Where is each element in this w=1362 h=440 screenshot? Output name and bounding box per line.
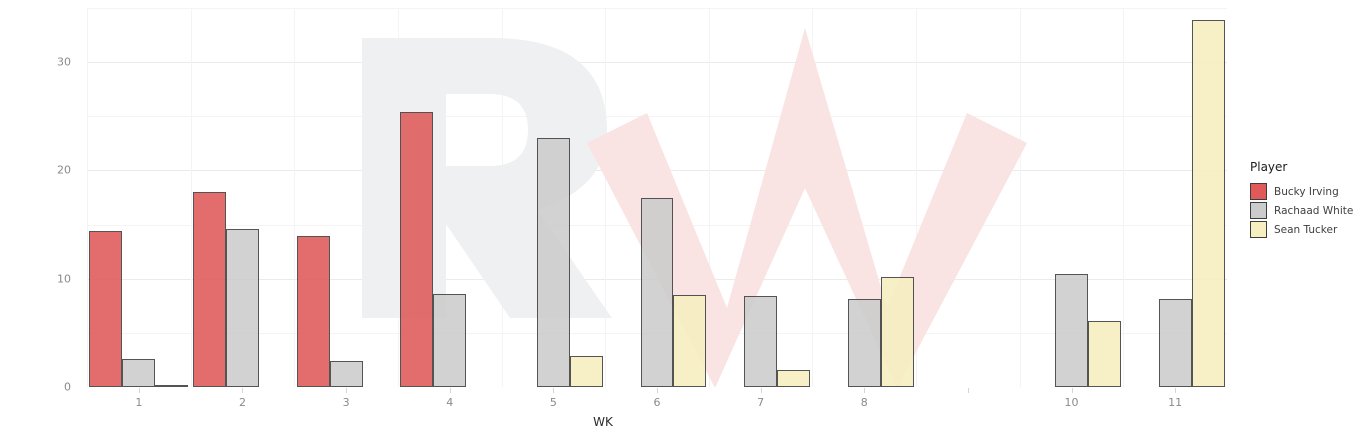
bar	[225, 228, 259, 387]
gridline-minor	[87, 116, 1227, 118]
legend-swatch-icon	[1250, 183, 1267, 200]
gridline-vertical	[708, 8, 710, 387]
legend-swatch-icon	[1250, 221, 1267, 238]
legend-item-label: Rachaad White	[1274, 204, 1354, 217]
gridline-vertical	[397, 8, 399, 387]
x-tick-label: 8	[860, 396, 868, 409]
x-tick-label: 2	[238, 396, 246, 409]
bar	[433, 293, 467, 387]
x-tick	[1175, 388, 1177, 393]
x-axis-title-label: WK	[593, 415, 613, 429]
bar	[1191, 19, 1225, 387]
bar	[1158, 299, 1192, 387]
legend-swatch-icon	[1250, 202, 1267, 219]
bar	[777, 369, 811, 387]
x-tick	[657, 388, 658, 393]
bar	[122, 358, 156, 387]
legend-item[interactable]: Sean Tucker	[1250, 220, 1362, 239]
bar	[296, 236, 330, 387]
y-tick-label: 0	[64, 380, 71, 394]
bar	[673, 294, 707, 387]
x-tick	[346, 388, 348, 393]
bar	[329, 361, 363, 387]
gridline-vertical	[605, 8, 607, 387]
x-axis-title: WK	[0, 415, 1362, 429]
bar	[744, 296, 778, 387]
bar	[400, 111, 434, 387]
x-tick	[864, 388, 866, 393]
y-tick-label: 10	[57, 272, 71, 286]
legend-item-label: Sean Tucker	[1274, 223, 1338, 236]
x-tick-label: 1	[135, 396, 143, 409]
gridline-vertical	[1019, 8, 1021, 387]
x-tick	[242, 388, 244, 393]
legend-items: Bucky Irving Rachaad White Sean Tucker	[1250, 182, 1362, 239]
gridline-vertical	[916, 8, 918, 387]
x-tick	[967, 388, 969, 393]
gridline-minor	[87, 8, 1227, 9]
x-tick	[760, 388, 762, 393]
x-tick	[553, 388, 555, 393]
x-tick-label: 10	[1064, 396, 1079, 409]
x-tick-label: 4	[446, 396, 454, 409]
y-axis-ticks: 0 10 20 30	[25, 0, 71, 440]
bar	[1088, 320, 1122, 387]
plot-panel	[87, 8, 1227, 387]
gridline-vertical	[190, 8, 192, 387]
gridline-major	[87, 170, 1227, 172]
x-tick	[1071, 388, 1073, 393]
gridline-vertical	[812, 8, 814, 387]
bar	[89, 231, 123, 387]
bar	[1055, 274, 1089, 387]
bar	[847, 299, 881, 387]
x-tick-label: 5	[549, 396, 557, 409]
y-tick-label: 30	[57, 55, 71, 69]
legend-title: Player	[1250, 160, 1288, 174]
gridline-vertical	[501, 8, 503, 387]
x-tick-label: 3	[342, 396, 350, 409]
bar	[640, 197, 674, 387]
legend-item[interactable]: Rachaad White	[1250, 201, 1362, 220]
gridline-vertical	[1123, 8, 1125, 387]
legend: Player Bucky Irving Rachaad White Sean Tuc…	[1250, 160, 1362, 239]
legend-item-label: Bucky Irving	[1274, 185, 1339, 198]
legend-item[interactable]: Bucky Irving	[1250, 182, 1362, 201]
bar	[192, 192, 226, 387]
bar	[880, 276, 914, 387]
x-tick	[449, 388, 451, 393]
gridline-major	[87, 62, 1227, 64]
gridline-vertical	[87, 8, 88, 387]
bar	[536, 137, 570, 387]
x-tick-label: 7	[757, 396, 765, 409]
bar	[155, 384, 189, 387]
y-tick-label: 20	[57, 163, 71, 177]
x-tick-label: 11	[1168, 396, 1183, 409]
x-tick	[138, 388, 140, 393]
x-tick-label: 6	[653, 396, 661, 409]
gridline-vertical	[294, 8, 296, 387]
bar	[569, 355, 603, 387]
